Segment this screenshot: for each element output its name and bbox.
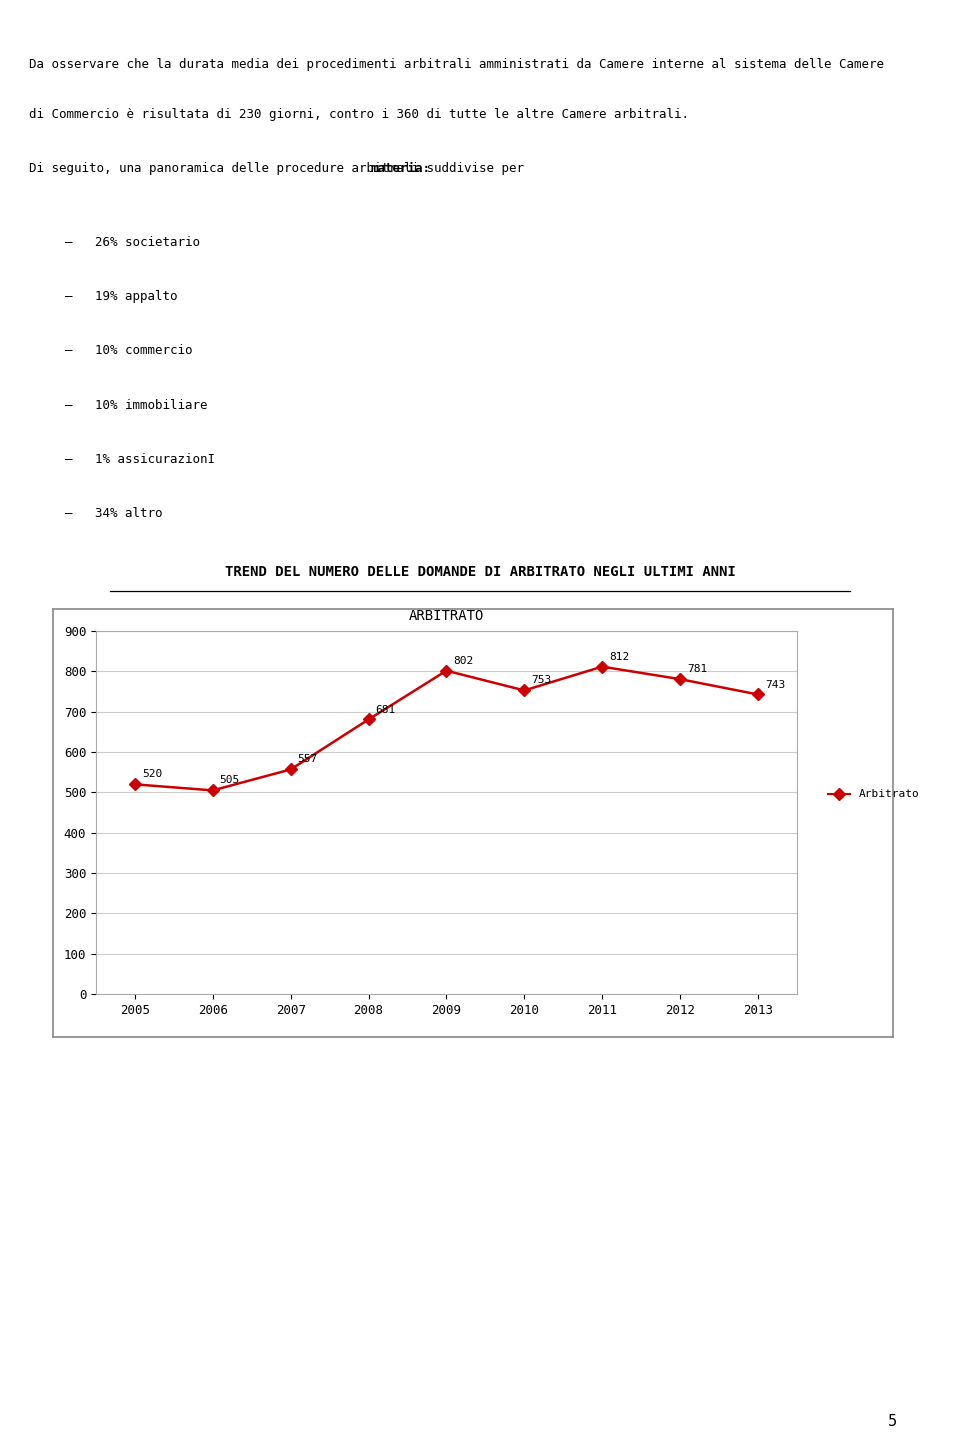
Legend: Arbitrato: Arbitrato	[824, 785, 924, 804]
Text: 802: 802	[453, 656, 473, 666]
Text: 743: 743	[765, 679, 785, 689]
Text: Di seguito, una panoramica delle procedure arbitrali suddivise per: Di seguito, una panoramica delle procedu…	[29, 163, 531, 176]
Text: TREND DEL NUMERO DELLE DOMANDE DI ARBITRATO NEGLI ULTIMI ANNI: TREND DEL NUMERO DELLE DOMANDE DI ARBITR…	[225, 564, 735, 579]
Text: 505: 505	[220, 775, 240, 785]
Text: 753: 753	[531, 676, 551, 685]
Text: –   26% societario: – 26% societario	[65, 237, 200, 250]
Text: –   1% assicurazionI: – 1% assicurazionI	[65, 453, 215, 466]
Title: ARBITRATO: ARBITRATO	[409, 609, 484, 622]
Text: –   34% altro: – 34% altro	[65, 508, 162, 521]
Text: –   10% commercio: – 10% commercio	[65, 344, 192, 357]
Text: 812: 812	[609, 651, 630, 662]
Text: 520: 520	[142, 769, 162, 779]
Text: –   19% appalto: – 19% appalto	[65, 290, 178, 303]
Text: materia:: materia:	[371, 163, 430, 176]
Text: Da osservare che la durata media dei procedimenti arbitrali amministrati da Came: Da osservare che la durata media dei pro…	[29, 58, 884, 71]
Text: 5: 5	[888, 1413, 898, 1429]
Text: 681: 681	[375, 705, 396, 714]
Text: 781: 781	[687, 665, 708, 675]
Text: 557: 557	[298, 755, 318, 765]
Text: di Commercio è risultata di 230 giorni, contro i 360 di tutte le altre Camere ar: di Commercio è risultata di 230 giorni, …	[29, 107, 688, 120]
Text: –   10% immobiliare: – 10% immobiliare	[65, 399, 207, 412]
